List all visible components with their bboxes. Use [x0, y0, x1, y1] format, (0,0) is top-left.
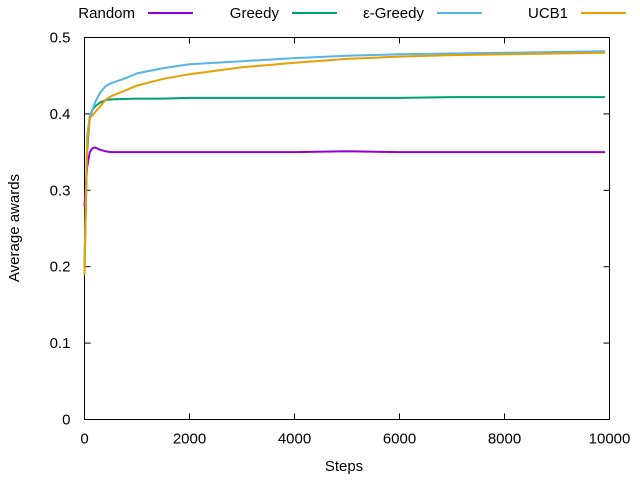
y-tick-label: 0.4 [50, 106, 71, 123]
x-axis-label: Steps [325, 458, 363, 475]
series-line-ucb1 [83, 51, 606, 276]
y-tick-label: 0.5 [50, 30, 71, 47]
legend-label-greedy: ε-Greedy [363, 5, 424, 22]
x-tick-label: 0 [80, 431, 88, 448]
plot-border [84, 37, 610, 420]
legend: Random Greedy ε-Greedy UCB1 [78, 5, 626, 22]
y-tick-label: 0 [62, 412, 70, 429]
y-axis-label: Average awards [6, 174, 23, 282]
y-axis: 0 0.1 0.2 0.3 0.4 0.5 [50, 30, 610, 429]
x-axis: 0 2000 4000 6000 8000 10000 [80, 37, 631, 448]
y-tick-label: 0.1 [50, 335, 71, 352]
plot-area [84, 37, 610, 420]
series-line-greedy [83, 50, 606, 261]
series-layer [83, 50, 606, 276]
x-tick-label: 2000 [173, 431, 206, 448]
x-tick-label: 8000 [488, 431, 521, 448]
y-tick-label: 0.2 [50, 259, 71, 276]
x-tick-label: 10000 [589, 431, 631, 448]
series-line-greedy [83, 96, 606, 268]
series-line-random [83, 146, 606, 207]
y-tick-label: 0.3 [50, 182, 71, 199]
legend-label-random: Random [78, 5, 135, 22]
legend-label-greedy: Greedy [230, 5, 280, 22]
x-tick-label: 4000 [278, 431, 311, 448]
x-tick-label: 6000 [383, 431, 416, 448]
legend-label-ucb1: UCB1 [528, 5, 568, 22]
